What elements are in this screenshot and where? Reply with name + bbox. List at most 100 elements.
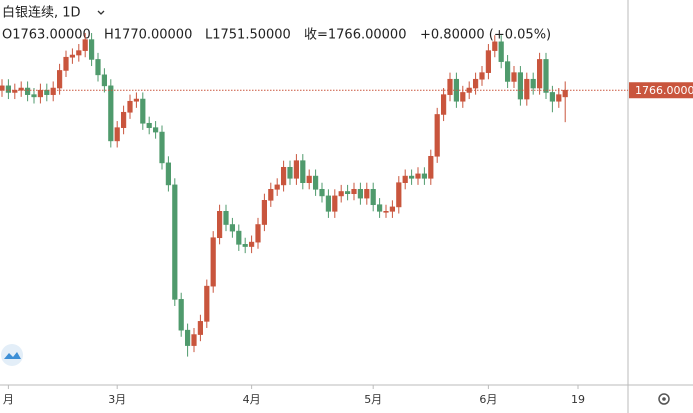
candle-body [95,59,101,76]
candle-body [76,50,82,56]
settings-hub[interactable] [662,397,666,401]
candle-body [364,188,370,199]
candle-body [280,166,287,186]
candle-body [383,211,389,213]
candle-body [236,230,242,245]
candle-body [153,127,159,133]
candle-body [210,237,216,287]
candle-body [261,200,268,225]
symbol[interactable]: 白银连续, 1D [2,5,81,21]
x-tick-label: 3月 [108,393,126,406]
candle-body [229,224,236,232]
candle-body [434,114,440,157]
candle-body [549,92,555,102]
candle-body [114,127,120,142]
candle-body [498,41,504,62]
candle-body [172,184,178,300]
candle-body [37,89,43,98]
candle-body [312,175,319,190]
legend-header: 白银连续, 1D O1763.00000 H1770.00000 L1751.5… [2,5,551,43]
logo-bg[interactable] [1,344,23,366]
candle-body [524,78,530,100]
candle-body [12,89,18,93]
candle-body [357,188,364,199]
candle-body [440,94,447,115]
candle-body [472,78,479,89]
candle-body [351,188,357,195]
candle-body [338,191,344,197]
candle-body [69,54,75,58]
candle-body [101,74,107,87]
candle-body [217,211,223,239]
candle-body [0,85,5,91]
candle-body [121,111,127,128]
candle-body [223,211,229,225]
x-tick-label: 4月 [243,393,261,406]
candle-body [249,241,255,247]
candle-body [319,188,325,197]
candle-body [242,244,248,247]
ohlc-high: H1770.00000 [104,28,192,43]
candle-body [306,175,312,183]
candle-body [191,334,197,346]
x-tick-label: 月 [3,393,14,406]
candle-body [165,162,172,186]
candle-body [428,155,434,179]
candle-body [402,175,408,183]
x-tick-label: 19 [571,393,585,406]
candle-body [44,89,50,95]
candle-body [82,39,88,51]
candle-body [415,173,421,179]
candle-body [268,188,274,201]
candle-body [140,98,146,124]
candle-body [274,184,280,190]
candle-body [556,94,562,102]
candle-body [50,87,56,95]
last-price-box [629,82,693,99]
candle-body [332,195,338,212]
candle-body [530,78,536,89]
candle-body [479,72,485,80]
candle-body [562,89,568,98]
candle-body [460,92,466,102]
candle-body [485,50,492,73]
ohlc-open: O1763.00000 [2,28,91,43]
candle-body [408,175,415,179]
candle-body [492,41,498,51]
candle-body [287,166,293,179]
x-tick-label: 5月 [364,393,382,406]
candle-body [204,285,210,322]
ohlc-close: 收=1766.00000 [304,28,406,43]
candle-body [517,72,523,100]
candle-body [108,85,114,142]
candle-body [185,329,191,346]
logo-shape[interactable] [4,352,21,359]
candle-body [56,70,63,89]
candle-body [376,204,383,212]
candle-body [536,59,543,89]
candle-body [178,299,184,331]
candle-body [421,173,428,179]
candle-body [24,87,31,95]
candle-body [133,98,140,102]
settings[interactable] [658,393,670,405]
x-tick-label: 6月 [479,393,497,406]
candle-body [511,72,517,82]
candle-body [31,94,37,98]
candle-body [389,206,396,212]
candle-body [447,78,453,95]
ohlc-low: L1751.50000 [205,28,291,43]
settings-gear[interactable] [658,393,670,405]
logo[interactable] [1,344,23,366]
candle-body [293,160,300,179]
last-price-label: 1766.00000 [635,84,693,97]
candle-body [543,59,549,93]
candle-body [197,321,204,335]
symbol-dropdown[interactable] [97,10,105,15]
candle-body [504,61,511,82]
candle-body [146,122,152,128]
candle-body [325,195,332,212]
candle-body [89,39,95,60]
